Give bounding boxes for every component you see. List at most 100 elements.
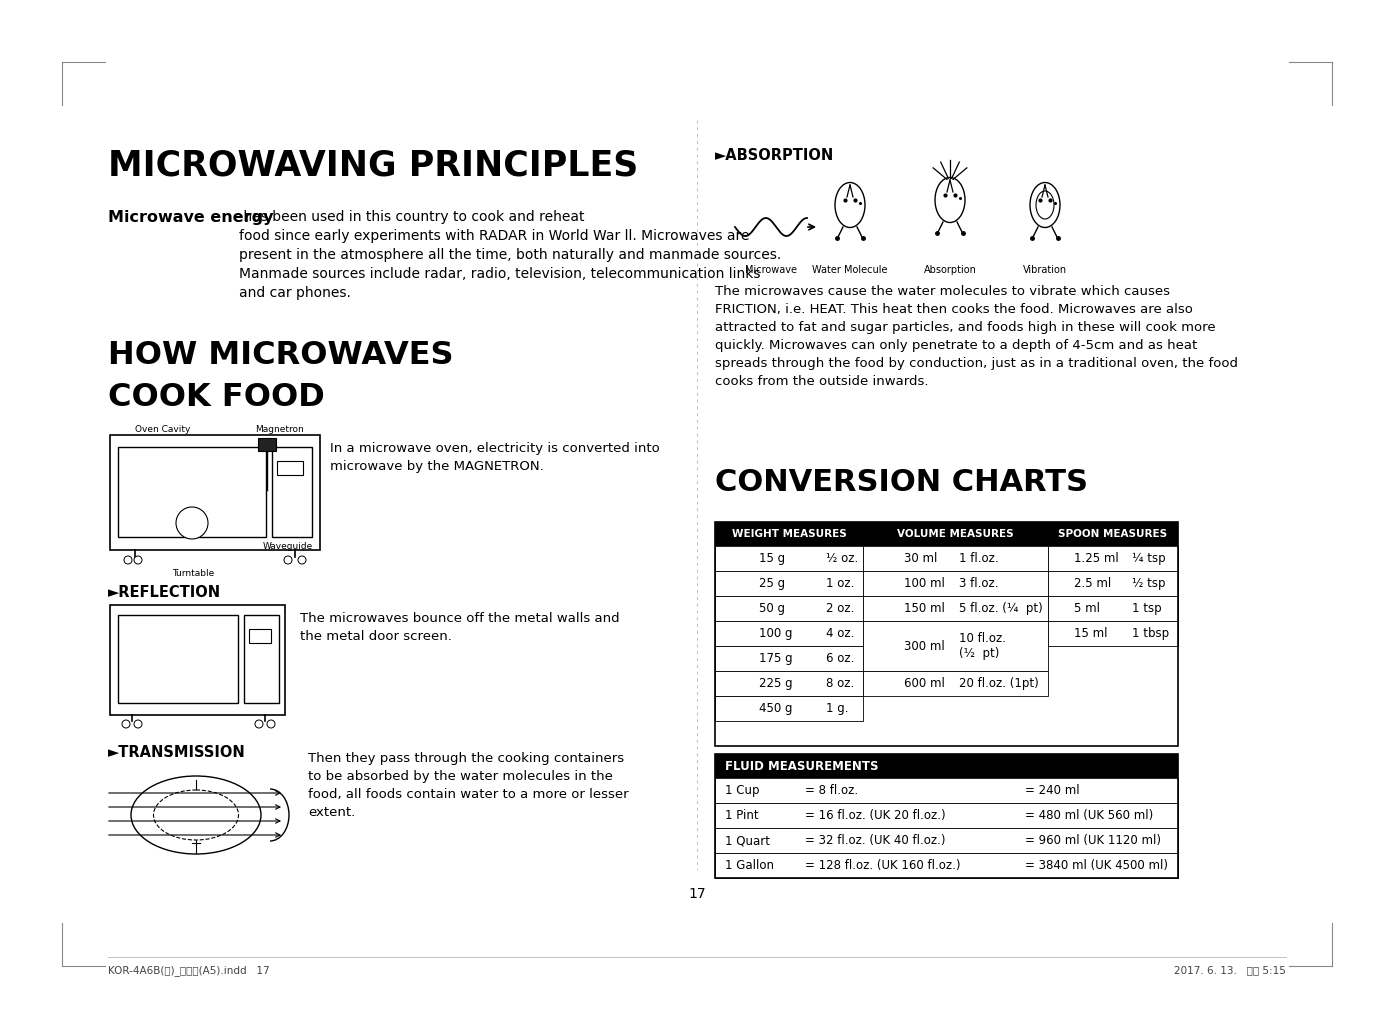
Bar bbox=[118, 447, 266, 537]
Text: = 8 fl.oz.: = 8 fl.oz. bbox=[804, 784, 859, 797]
Bar bbox=[118, 615, 238, 703]
Ellipse shape bbox=[835, 183, 866, 227]
Text: Microwave energy: Microwave energy bbox=[107, 210, 273, 225]
Text: Turntable: Turntable bbox=[171, 570, 215, 578]
Bar bbox=[250, 629, 270, 642]
Text: = 32 fl.oz. (UK 40 fl.oz.): = 32 fl.oz. (UK 40 fl.oz.) bbox=[804, 834, 945, 847]
Text: = 480 ml (UK 560 ml): = 480 ml (UK 560 ml) bbox=[1025, 809, 1153, 822]
Text: Oven Cavity: Oven Cavity bbox=[135, 425, 191, 434]
Text: 6 oz.: 6 oz. bbox=[827, 652, 855, 665]
Text: Water Molecule: Water Molecule bbox=[813, 265, 888, 276]
Circle shape bbox=[176, 507, 208, 539]
Text: 1 fl.oz.: 1 fl.oz. bbox=[959, 552, 999, 565]
Bar bbox=[272, 447, 312, 537]
Circle shape bbox=[123, 720, 130, 728]
Text: 20 fl.oz. (1pt): 20 fl.oz. (1pt) bbox=[959, 677, 1039, 690]
Circle shape bbox=[134, 556, 142, 564]
Text: ►ABSORPTION: ►ABSORPTION bbox=[715, 148, 834, 163]
Text: FLUID MEASUREMENTS: FLUID MEASUREMENTS bbox=[725, 760, 878, 772]
Bar bbox=[715, 754, 1178, 878]
Text: 2 oz.: 2 oz. bbox=[827, 602, 855, 615]
Bar bbox=[110, 435, 321, 550]
Bar bbox=[715, 671, 863, 696]
Text: = 240 ml: = 240 ml bbox=[1025, 784, 1079, 797]
Bar bbox=[715, 754, 1178, 778]
Bar bbox=[715, 571, 863, 596]
Text: 1 tbsp: 1 tbsp bbox=[1132, 627, 1170, 640]
Bar bbox=[1048, 621, 1178, 646]
Text: 150 ml: 150 ml bbox=[903, 602, 945, 615]
Circle shape bbox=[134, 720, 142, 728]
Text: 10 fl.oz.
(½  pt): 10 fl.oz. (½ pt) bbox=[959, 632, 1006, 660]
Text: 3 fl.oz.: 3 fl.oz. bbox=[959, 577, 998, 590]
Text: 600 ml: 600 ml bbox=[903, 677, 945, 690]
Bar bbox=[715, 696, 863, 721]
Bar bbox=[715, 828, 1178, 853]
Bar bbox=[863, 571, 1048, 596]
Bar bbox=[715, 803, 1178, 828]
Text: WEIGHT MEASURES: WEIGHT MEASURES bbox=[732, 529, 846, 539]
Text: 2017. 6. 13.   오후 5:15: 2017. 6. 13. 오후 5:15 bbox=[1174, 965, 1287, 975]
Text: 175 g: 175 g bbox=[760, 652, 793, 665]
Circle shape bbox=[284, 556, 291, 564]
Text: MICROWAVING PRINCIPLES: MICROWAVING PRINCIPLES bbox=[107, 148, 638, 182]
Text: 1 oz.: 1 oz. bbox=[827, 577, 855, 590]
Bar bbox=[863, 671, 1048, 696]
Text: = 3840 ml (UK 4500 ml): = 3840 ml (UK 4500 ml) bbox=[1025, 859, 1168, 872]
Text: = 960 ml (UK 1120 ml): = 960 ml (UK 1120 ml) bbox=[1025, 834, 1161, 847]
Text: 5 fl.oz. (¼  pt): 5 fl.oz. (¼ pt) bbox=[959, 602, 1043, 615]
Circle shape bbox=[255, 720, 263, 728]
Text: 30 ml: 30 ml bbox=[903, 552, 937, 565]
Text: 25 g: 25 g bbox=[760, 577, 786, 590]
Circle shape bbox=[124, 556, 132, 564]
Text: The microwaves cause the water molecules to vibrate which causes
FRICTION, i.e. : The microwaves cause the water molecules… bbox=[715, 285, 1238, 388]
Text: 1 Pint: 1 Pint bbox=[725, 809, 758, 822]
Ellipse shape bbox=[131, 776, 261, 854]
Text: ►REFLECTION: ►REFLECTION bbox=[107, 585, 222, 600]
Text: Vibration: Vibration bbox=[1023, 265, 1066, 276]
Text: has been used in this country to cook and reheat
food since early experiments wi: has been used in this country to cook an… bbox=[238, 210, 781, 300]
Text: = 128 fl.oz. (UK 160 fl.oz.): = 128 fl.oz. (UK 160 fl.oz.) bbox=[804, 859, 960, 872]
Text: 1 g.: 1 g. bbox=[827, 702, 849, 715]
Text: 2.5 ml: 2.5 ml bbox=[1073, 577, 1111, 590]
Text: 225 g: 225 g bbox=[760, 677, 793, 690]
Text: Absorption: Absorption bbox=[924, 265, 976, 276]
Text: 8 oz.: 8 oz. bbox=[827, 677, 855, 690]
Bar bbox=[244, 615, 279, 703]
Text: 17: 17 bbox=[689, 887, 705, 901]
Bar bbox=[1048, 546, 1178, 571]
Ellipse shape bbox=[935, 178, 965, 222]
Text: In a microwave oven, electricity is converted into
microwave by the MAGNETRON.: In a microwave oven, electricity is conv… bbox=[330, 442, 659, 473]
Text: 1.25 ml: 1.25 ml bbox=[1073, 552, 1119, 565]
Text: COOK FOOD: COOK FOOD bbox=[107, 382, 325, 413]
Bar bbox=[715, 853, 1178, 878]
Ellipse shape bbox=[1036, 191, 1054, 219]
Bar bbox=[110, 605, 284, 715]
Bar bbox=[715, 522, 1178, 746]
Circle shape bbox=[298, 556, 307, 564]
Text: ¼ tsp: ¼ tsp bbox=[1132, 552, 1167, 565]
Bar bbox=[277, 461, 302, 475]
Text: 100 ml: 100 ml bbox=[903, 577, 945, 590]
Text: 300 ml: 300 ml bbox=[903, 639, 945, 653]
Text: 50 g: 50 g bbox=[760, 602, 785, 615]
Text: 4 oz.: 4 oz. bbox=[827, 627, 855, 640]
Text: VOLUME MEASURES: VOLUME MEASURES bbox=[898, 529, 1013, 539]
Text: KOR-4A6B(영)_미주향(A5).indd   17: KOR-4A6B(영)_미주향(A5).indd 17 bbox=[107, 965, 269, 976]
Text: Magnetron: Magnetron bbox=[255, 425, 304, 434]
Text: 15 g: 15 g bbox=[760, 552, 786, 565]
Bar bbox=[863, 621, 1048, 671]
Text: ►TRANSMISSION: ►TRANSMISSION bbox=[107, 745, 245, 760]
Text: Then they pass through the cooking containers
to be absorbed by the water molecu: Then they pass through the cooking conta… bbox=[308, 752, 629, 819]
Bar bbox=[863, 596, 1048, 621]
Bar bbox=[258, 438, 276, 451]
Text: 1 Gallon: 1 Gallon bbox=[725, 859, 774, 872]
Text: Microwave: Microwave bbox=[744, 265, 797, 276]
Text: 15 ml: 15 ml bbox=[1073, 627, 1107, 640]
Bar bbox=[715, 646, 863, 671]
Bar bbox=[715, 621, 863, 646]
Bar bbox=[1048, 522, 1178, 546]
Bar bbox=[715, 522, 863, 546]
Text: ½ oz.: ½ oz. bbox=[827, 552, 859, 565]
Bar bbox=[715, 778, 1178, 803]
